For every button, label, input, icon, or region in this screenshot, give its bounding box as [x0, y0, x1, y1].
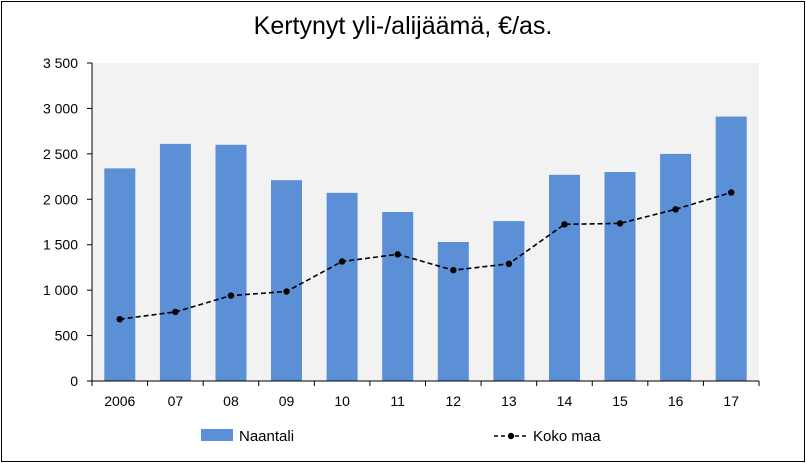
legend-label-naantali: Naantali: [239, 428, 294, 445]
x-tick-label: 09: [279, 393, 295, 409]
chart-title: Kertynyt yli-/alijäämä, €/as.: [253, 12, 553, 40]
point-10: [338, 258, 346, 265]
line-koko-maa: [119, 191, 732, 320]
bar-10: [326, 192, 358, 381]
legend-marker-koko-maa: [507, 432, 515, 440]
y-tick-label: 2 000: [43, 191, 78, 207]
point-12: [450, 267, 457, 274]
legend-swatch-naantali: [201, 429, 233, 441]
point-07: [172, 308, 179, 316]
bar-14: [549, 174, 580, 381]
x-tick-label: 07: [168, 393, 184, 409]
x-tick-label: 16: [668, 393, 684, 409]
legend-label-koko-maa: Koko maa: [533, 428, 601, 445]
point-08: [227, 292, 235, 299]
plot-area-background: [92, 63, 759, 381]
point-15: [616, 220, 624, 227]
bar-17: [715, 116, 747, 381]
point-16: [672, 206, 679, 213]
point-11: [394, 251, 401, 258]
bar-15: [604, 172, 636, 381]
x-tick-label: 12: [446, 393, 462, 409]
y-tick-label: 500: [55, 328, 79, 344]
point-14: [561, 221, 568, 228]
point-17: [728, 189, 735, 196]
bar-2006: [104, 168, 136, 381]
point-13: [505, 260, 513, 267]
x-tick-label: 11: [390, 393, 405, 409]
bar-11: [382, 212, 414, 381]
y-tick-label: 1 500: [43, 237, 78, 253]
x-tick-label: 15: [612, 393, 628, 409]
y-tick-label: 3 000: [43, 100, 78, 116]
point-2006: [116, 316, 124, 323]
x-tick-label: 17: [723, 393, 739, 409]
bar-07: [159, 143, 191, 381]
y-tick-label: 3 500: [43, 55, 78, 71]
bar-13: [493, 221, 525, 381]
x-tick-label: 13: [501, 393, 517, 409]
x-tick-label: 14: [557, 393, 573, 409]
y-tick-label: 1 000: [43, 282, 78, 298]
point-09: [283, 288, 290, 295]
bar-08: [215, 144, 247, 381]
x-tick-label: 2006: [104, 393, 135, 409]
x-tick-label: 10: [334, 393, 350, 409]
bar-09: [271, 180, 302, 381]
y-tick-label: 2 500: [43, 146, 78, 162]
bar-12: [437, 242, 469, 381]
bar-16: [660, 153, 692, 381]
x-tick-label: 08: [223, 393, 239, 409]
y-tick-label: 0: [70, 373, 78, 389]
